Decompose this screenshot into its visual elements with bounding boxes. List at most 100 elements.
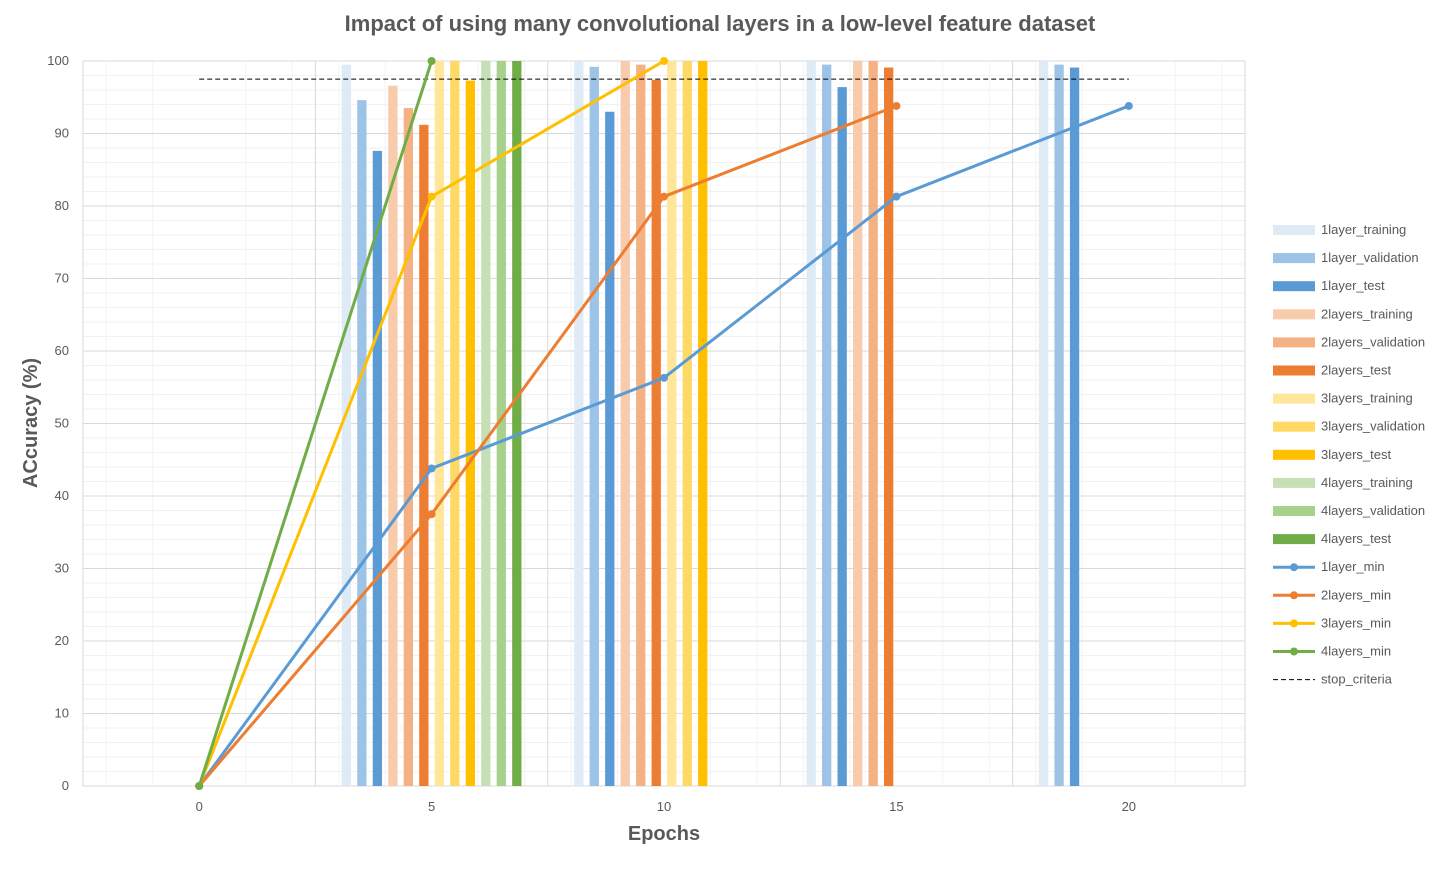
- point-3layers_min: [660, 57, 668, 65]
- bar-3layers_test: [465, 80, 475, 786]
- bar-3layers_training: [667, 61, 677, 786]
- x-tick-label: 0: [196, 799, 203, 814]
- legend-swatch-2layers_test: [1273, 365, 1315, 376]
- bar-1layer_test: [1069, 67, 1080, 786]
- bar-1layer_test: [837, 87, 847, 787]
- y-tick-label: 10: [55, 706, 69, 721]
- legend-marker-4layers_min: [1290, 647, 1298, 656]
- legend-swatch-3layers_validation: [1273, 421, 1315, 432]
- x-tick-label: 20: [1122, 799, 1136, 814]
- bars: [341, 61, 1080, 787]
- bar-2layers_validation: [403, 108, 414, 786]
- legend-label-4layers_training: 4layers_training: [1321, 475, 1413, 490]
- bar-1layer_validation: [822, 64, 832, 786]
- legend-label-2layers_min: 2layers_min: [1321, 587, 1391, 602]
- y-tick-label: 20: [55, 633, 69, 648]
- legend-label-stop_criteria: stop_criteria: [1321, 672, 1393, 687]
- bar-1layer_validation: [589, 66, 599, 787]
- legend-label-1layer_test: 1layer_test: [1321, 278, 1385, 293]
- bar-3layers_validation: [682, 61, 692, 786]
- y-tick-label: 80: [55, 198, 69, 213]
- legend-label-4layers_validation: 4layers_validation: [1321, 503, 1425, 518]
- legend-label-2layers_test: 2layers_test: [1321, 363, 1391, 378]
- legend-label-1layer_training: 1layer_training: [1321, 222, 1406, 237]
- bar-1layer_validation: [1054, 64, 1064, 786]
- point-4layers_min: [427, 57, 436, 65]
- bar-1layer_validation: [357, 100, 367, 786]
- bar-4layers_validation: [496, 61, 506, 786]
- legend-label-2layers_validation: 2layers_validation: [1321, 334, 1425, 349]
- x-tick-label: 10: [657, 799, 671, 814]
- bar-2layers_test: [651, 79, 661, 787]
- legend-swatch-1layer_training: [1273, 225, 1315, 235]
- legend-label-4layers_test: 4layers_test: [1321, 531, 1391, 546]
- y-tick-label: 60: [55, 343, 69, 358]
- point-2layers_min: [892, 101, 901, 110]
- bar-3layers_validation: [450, 61, 460, 786]
- y-tick-label: 90: [55, 126, 69, 141]
- legend-label-3layers_test: 3layers_test: [1321, 447, 1391, 462]
- bar-2layers_training: [620, 61, 630, 786]
- bar-1layer_training: [341, 64, 352, 786]
- legend-label-3layers_validation: 3layers_validation: [1321, 419, 1425, 434]
- bar-1layer_test: [372, 150, 383, 786]
- legend-swatch-4layers_test: [1273, 534, 1315, 545]
- point-1layer_min: [427, 464, 436, 473]
- y-tick-label: 50: [55, 416, 69, 431]
- legend-marker-2layers_min: [1290, 591, 1298, 600]
- legend-label-3layers_min: 3layers_min: [1321, 615, 1391, 630]
- legend-swatch-4layers_training: [1273, 477, 1315, 488]
- legend-label-1layer_validation: 1layer_validation: [1321, 250, 1419, 265]
- line-2layers_min: [198, 104, 897, 787]
- bar-1layer_training: [1038, 61, 1049, 786]
- point-1layer_min: [660, 373, 668, 382]
- bar-1layer_training: [574, 61, 584, 786]
- x-tick-label: 15: [889, 799, 903, 814]
- chart-title: Impact of using many convolutional layer…: [345, 11, 1096, 36]
- legend-swatch-3layers_training: [1273, 393, 1315, 404]
- legend-swatch-3layers_test: [1273, 449, 1315, 460]
- y-tick-label: 70: [55, 271, 69, 286]
- legend-swatch-1layer_validation: [1273, 253, 1315, 264]
- point-2layers_min: [660, 192, 668, 201]
- bar-3layers_test: [698, 61, 708, 786]
- bar-1layer_training: [806, 61, 816, 786]
- point-4layers_min: [195, 782, 204, 790]
- bar-3layers_training: [434, 61, 444, 786]
- legend: 1layer_training 1layer_validation 1layer_t…: [1273, 222, 1425, 687]
- bar-1layer_test: [605, 111, 615, 786]
- legend-swatch-2layers_validation: [1273, 337, 1315, 348]
- legend-marker-3layers_min: [1290, 619, 1298, 628]
- legend-label-1layer_min: 1layer_min: [1321, 559, 1385, 574]
- ticks: 0 10 20 30 40 50 60 70 80 90 100 0 5 10 15 20: [47, 53, 1136, 814]
- y-tick-label: 30: [55, 561, 69, 576]
- y-tick-label: 40: [55, 488, 69, 503]
- point-1layer_min: [892, 192, 901, 201]
- x-tick-label: 5: [428, 799, 435, 814]
- y-tick-label: 100: [47, 53, 69, 68]
- point-1layer_min: [1124, 101, 1133, 110]
- bar-2layers_validation: [636, 64, 646, 786]
- legend-swatch-2layers_training: [1273, 309, 1315, 320]
- line-4layers_min: [197, 60, 434, 787]
- bar-2layers_training: [853, 61, 863, 786]
- lines: [195, 57, 1133, 790]
- point-3layers_min: [427, 192, 436, 201]
- bar-4layers_training: [481, 61, 491, 786]
- legend-label-3layers_training: 3layers_training: [1321, 391, 1413, 406]
- legend-swatch-1layer_test: [1273, 281, 1315, 292]
- point-2layers_min: [427, 510, 436, 519]
- y-tick-label: 0: [62, 778, 69, 793]
- legend-label-2layers_training: 2layers_training: [1321, 306, 1413, 321]
- bar-4layers_test: [512, 61, 522, 786]
- x-axis-label: Epochs: [628, 823, 700, 845]
- bar-2layers_validation: [868, 61, 878, 786]
- grid: [82, 60, 1246, 787]
- legend-marker-1layer_min: [1290, 563, 1298, 572]
- bar-2layers_test: [419, 124, 429, 787]
- y-axis-label: ACcuracy (%): [20, 358, 42, 488]
- legend-swatch-4layers_validation: [1273, 506, 1315, 516]
- bar-2layers_training: [388, 85, 398, 786]
